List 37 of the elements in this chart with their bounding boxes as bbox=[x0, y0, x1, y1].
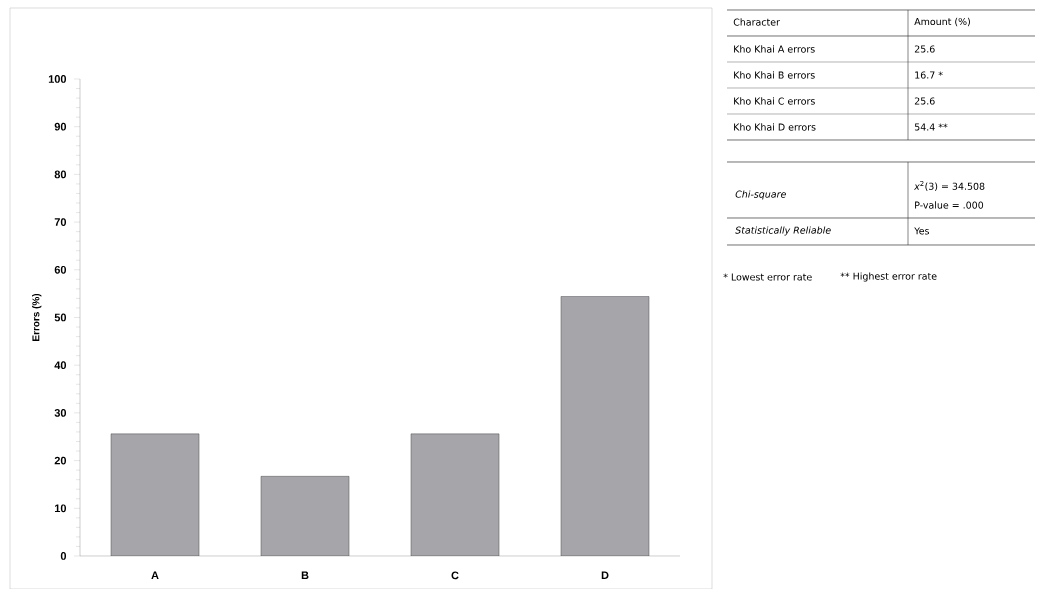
text: 16.7 * bbox=[915, 71, 943, 79]
bar bbox=[560, 296, 650, 556]
text: Yes bbox=[914, 227, 930, 235]
y-tick-label: 10 bbox=[54, 504, 67, 513]
text: Kho Khai A errors bbox=[734, 45, 815, 53]
text: P-value = .000 bbox=[915, 201, 984, 209]
y-tick-label: 80 bbox=[54, 170, 67, 179]
y-tick-label: 30 bbox=[54, 409, 67, 417]
bar bbox=[110, 433, 200, 556]
y-tick-label: 20 bbox=[54, 456, 67, 465]
y-tick-label: 100 bbox=[48, 75, 67, 83]
bar bbox=[410, 433, 500, 556]
x-tick-label: A bbox=[151, 571, 159, 580]
text: 54.4 ** bbox=[914, 123, 948, 131]
text: ** Highest error rate bbox=[840, 272, 937, 282]
y-tick-label: 0 bbox=[60, 552, 67, 560]
text: Character bbox=[733, 18, 780, 26]
text: Chi-square bbox=[735, 190, 786, 200]
y-tick-label: 70 bbox=[54, 218, 67, 226]
y-tick-label: 90 bbox=[54, 122, 67, 131]
y-axis-title: Errors (%) bbox=[32, 293, 42, 341]
x-tick-label: D bbox=[601, 571, 609, 580]
text: Kho Khai C errors bbox=[734, 97, 815, 105]
text: Kho Khai B errors bbox=[734, 71, 815, 79]
x-tick-label: C bbox=[451, 571, 459, 580]
y-tick-label: 50 bbox=[54, 313, 67, 322]
text: Amount (%) bbox=[914, 17, 970, 27]
y-tick-label: 60 bbox=[54, 265, 67, 274]
bar bbox=[260, 476, 350, 556]
x-tick-label: B bbox=[301, 571, 309, 580]
text: * Lowest error rate bbox=[723, 273, 812, 281]
text: x$^{2}$(3) = 34.508 bbox=[913, 181, 985, 191]
text: Statistically Reliable bbox=[735, 226, 831, 236]
text: 25.6 bbox=[914, 45, 935, 53]
y-tick-label: 40 bbox=[54, 361, 67, 370]
text: 25.6 bbox=[914, 97, 935, 105]
text: Kho Khai D errors bbox=[734, 123, 816, 131]
